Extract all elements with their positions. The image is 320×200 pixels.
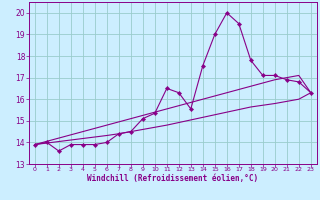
X-axis label: Windchill (Refroidissement éolien,°C): Windchill (Refroidissement éolien,°C) — [87, 174, 258, 183]
